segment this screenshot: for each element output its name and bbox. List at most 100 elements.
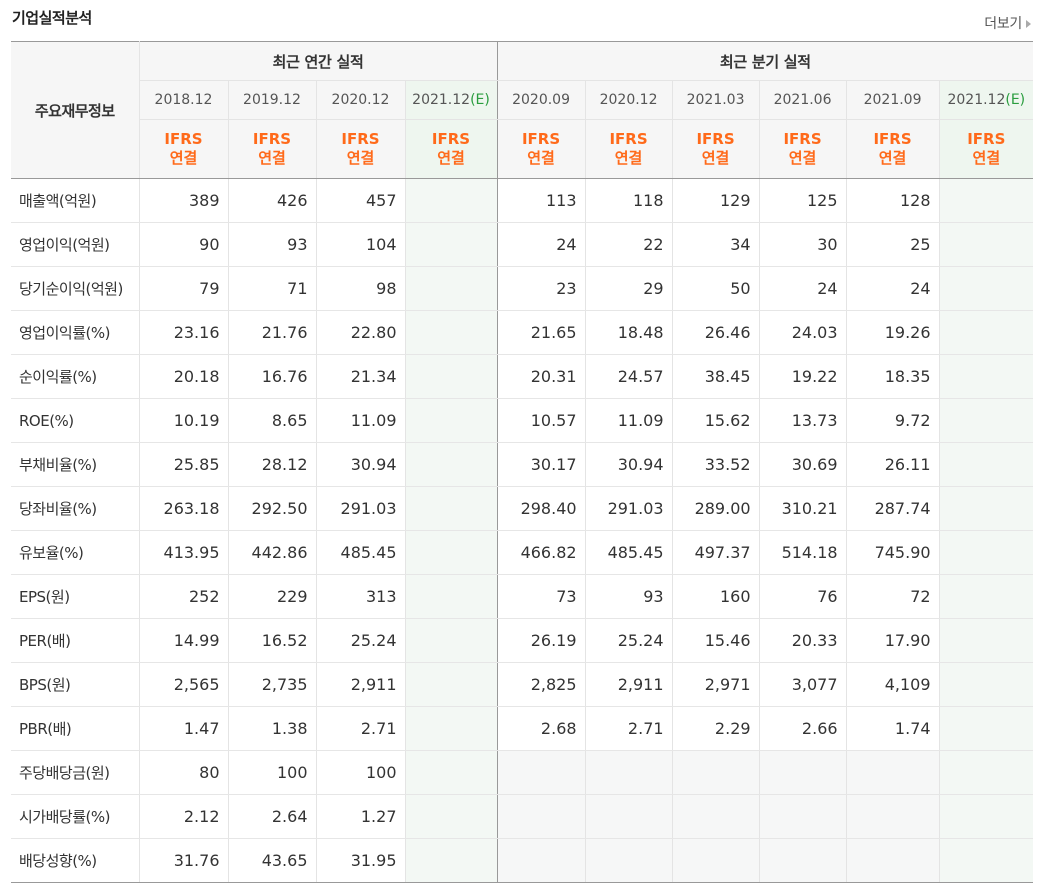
annual-value-cell: 229 bbox=[227, 574, 316, 619]
metric-label: ROE(%) bbox=[11, 398, 140, 443]
quarterly-value-cell: 289.00 bbox=[671, 486, 760, 531]
consolidated-label: 연결 bbox=[878, 149, 907, 167]
period-label: 2020.09 bbox=[512, 92, 570, 108]
ifrs-consolidated-tag: IFRS 연결 bbox=[138, 119, 228, 179]
quarterly-value-cell: 24 bbox=[845, 266, 940, 311]
quarterly-value-cell bbox=[938, 530, 1034, 575]
quarterly-value-cell: 2.68 bbox=[496, 706, 586, 751]
ifrs-label: IFRS bbox=[967, 130, 1006, 148]
quarterly-value-cell: 310.21 bbox=[758, 486, 847, 531]
quarterly-value-cell: 19.22 bbox=[758, 354, 847, 399]
page-title: 기업실적분석 bbox=[12, 9, 92, 27]
quarterly-value-cell: 497.37 bbox=[671, 530, 760, 575]
quarterly-group-header: 최근 분기 실적 bbox=[496, 41, 1034, 81]
annual-value-cell bbox=[404, 178, 498, 223]
annual-value-cell bbox=[404, 530, 498, 575]
more-link[interactable]: 더보기 bbox=[984, 13, 1031, 33]
quarterly-period-header: 2020.12 bbox=[584, 80, 673, 120]
quarterly-period-header: 2021.06 bbox=[758, 80, 847, 120]
period-label: 2021.03 bbox=[686, 92, 745, 108]
ifrs-consolidated-tag: IFRS 연결 bbox=[584, 119, 673, 179]
annual-value-cell: 263.18 bbox=[138, 486, 228, 531]
annual-value-cell: 93 bbox=[227, 222, 316, 267]
annual-value-cell: 252 bbox=[138, 574, 228, 619]
annual-value-cell: 30.94 bbox=[315, 442, 405, 487]
annual-value-cell: 292.50 bbox=[227, 486, 316, 531]
quarterly-value-cell bbox=[496, 794, 586, 839]
quarterly-value-cell: 29 bbox=[584, 266, 673, 311]
quarterly-value-cell bbox=[584, 750, 673, 795]
quarterly-value-cell: 745.90 bbox=[845, 530, 940, 575]
annual-value-cell: 90 bbox=[138, 222, 228, 267]
quarterly-value-cell: 160 bbox=[671, 574, 760, 619]
metric-label: 주당배당금(원) bbox=[11, 750, 140, 795]
annual-value-cell: 25.24 bbox=[315, 618, 405, 663]
period-label: 2020.12 bbox=[599, 92, 658, 108]
table-row: PER(배) 14.99 16.52 25.24 26.19 25.24 15.46 20.3… bbox=[11, 618, 1034, 663]
annual-value-cell: 21.76 bbox=[227, 310, 316, 355]
annual-value-cell: 20.18 bbox=[138, 354, 228, 399]
metric-label: 배당성향(%) bbox=[11, 838, 140, 883]
ifrs-consolidated-tag: IFRS 연결 bbox=[227, 119, 316, 179]
annual-value-cell: 2.12 bbox=[138, 794, 228, 839]
consolidated-label: 연결 bbox=[788, 149, 817, 167]
quarterly-value-cell: 2,825 bbox=[496, 662, 586, 707]
annual-value-cell: 2.71 bbox=[315, 706, 405, 751]
table-row: 시가배당률(%) 2.12 2.64 1.27 bbox=[11, 794, 1034, 839]
quarterly-value-cell bbox=[938, 574, 1034, 619]
quarterly-value-cell: 485.45 bbox=[584, 530, 673, 575]
table-row: 당좌비율(%) 263.18 292.50 291.03 298.40 291.03 289… bbox=[11, 486, 1034, 531]
quarterly-value-cell: 23 bbox=[496, 266, 586, 311]
annual-value-cell: 31.95 bbox=[315, 838, 405, 883]
metric-label: 당좌비율(%) bbox=[11, 486, 140, 531]
quarterly-value-cell: 9.72 bbox=[845, 398, 940, 443]
annual-value-cell: 31.76 bbox=[138, 838, 228, 883]
financial-summary-table: 주요재무정보 최근 연간 실적 최근 분기 실적 2018.12 2019.12 2020… bbox=[11, 41, 1034, 883]
annual-value-cell: 10.19 bbox=[138, 398, 228, 443]
annual-value-cell: 43.65 bbox=[227, 838, 316, 883]
quarterly-value-cell bbox=[938, 266, 1034, 311]
annual-value-cell: 80 bbox=[138, 750, 228, 795]
annual-value-cell bbox=[404, 266, 498, 311]
annual-value-cell: 23.16 bbox=[138, 310, 228, 355]
period-label: 2020.12 bbox=[331, 92, 390, 108]
table-row: 영업이익(억원) 90 93 104 24 22 34 30 25 bbox=[11, 222, 1034, 267]
quarterly-value-cell bbox=[938, 838, 1034, 883]
annual-value-cell: 442.86 bbox=[227, 530, 316, 575]
quarterly-value-cell bbox=[938, 794, 1034, 839]
quarterly-value-cell bbox=[584, 838, 673, 883]
quarterly-value-cell: 26.46 bbox=[671, 310, 760, 355]
metric-label: PBR(배) bbox=[11, 706, 140, 751]
ifrs-label: IFRS bbox=[431, 130, 471, 148]
table-row: 주당배당금(원) 80 100 100 bbox=[11, 750, 1034, 795]
annual-value-cell: 16.52 bbox=[227, 618, 316, 663]
metric-label: 유보율(%) bbox=[11, 530, 140, 575]
quarterly-value-cell bbox=[496, 750, 586, 795]
consolidated-label: 연결 bbox=[527, 149, 555, 167]
quarterly-value-cell bbox=[845, 794, 940, 839]
quarterly-value-cell: 2.66 bbox=[758, 706, 847, 751]
estimate-mark: (E) bbox=[1005, 92, 1026, 108]
consolidated-label: 연결 bbox=[614, 149, 643, 167]
quarterly-value-cell bbox=[758, 838, 847, 883]
annual-value-cell bbox=[404, 618, 498, 663]
annual-value-cell: 14.99 bbox=[138, 618, 228, 663]
annual-period-header: 2021.12(E) bbox=[404, 80, 498, 120]
consolidated-label: 연결 bbox=[701, 149, 730, 167]
annual-value-cell: 8.65 bbox=[227, 398, 316, 443]
quarterly-value-cell bbox=[938, 750, 1034, 795]
quarterly-value-cell: 15.46 bbox=[671, 618, 760, 663]
annual-value-cell: 291.03 bbox=[315, 486, 405, 531]
consolidated-label: 연결 bbox=[258, 149, 286, 167]
annual-value-cell bbox=[404, 222, 498, 267]
consolidated-label: 연결 bbox=[169, 149, 198, 167]
quarterly-value-cell: 19.26 bbox=[845, 310, 940, 355]
estimate-mark: (E) bbox=[470, 92, 490, 108]
quarterly-value-cell bbox=[584, 794, 673, 839]
quarterly-value-cell: 514.18 bbox=[758, 530, 847, 575]
period-label: 2021.06 bbox=[773, 92, 832, 108]
ifrs-label: IFRS bbox=[873, 130, 912, 148]
period-label: 2018.12 bbox=[154, 92, 213, 108]
annual-value-cell: 457 bbox=[315, 178, 405, 223]
quarterly-value-cell bbox=[845, 750, 940, 795]
